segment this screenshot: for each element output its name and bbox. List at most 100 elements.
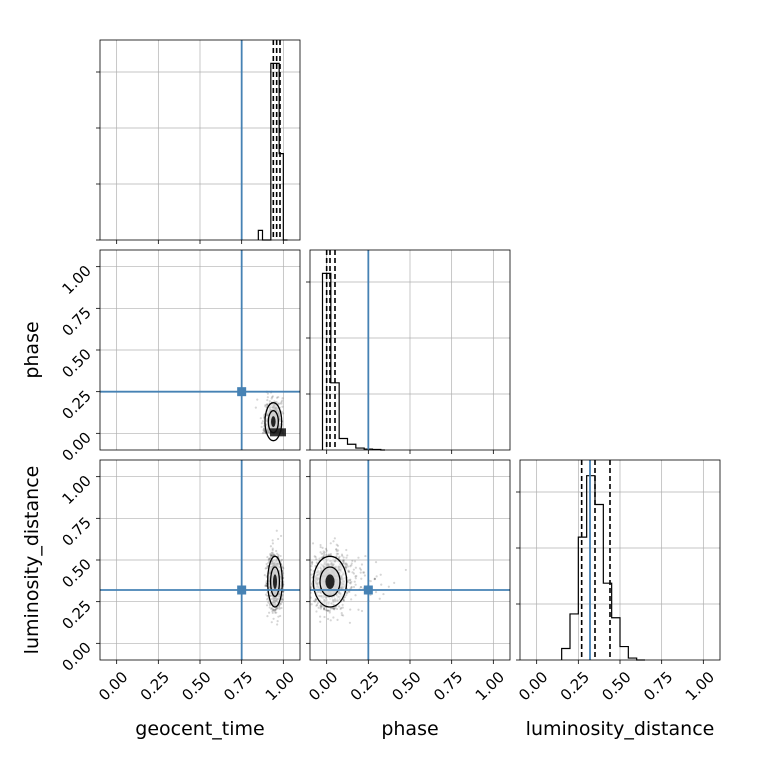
scatter-point (393, 581, 396, 584)
scatter-point (278, 606, 281, 609)
scatter-point (264, 567, 267, 570)
scatter-point (319, 620, 322, 623)
scatter-point (280, 597, 284, 600)
scatter-point (323, 607, 326, 611)
scatter-point (271, 395, 274, 398)
scatter-point (266, 392, 270, 395)
scatter-point (262, 431, 265, 434)
scatter-point (358, 567, 362, 570)
scatter-point (338, 605, 341, 608)
scatter-point (324, 609, 327, 612)
scatter-content-phase_luminosity_distance (304, 460, 510, 660)
scatter-point (344, 565, 347, 568)
scatter-point (335, 548, 338, 551)
ylabel-luminosity_distance: luminosity_distance (21, 466, 43, 655)
scatter-point (319, 607, 322, 610)
scatter-point (282, 567, 285, 570)
scatter-point (342, 599, 346, 602)
scatter-point (369, 580, 372, 583)
scatter-point (281, 397, 284, 400)
scatter-point (335, 550, 338, 553)
scatter-point (353, 560, 357, 563)
scatter-point (265, 566, 268, 570)
scatter-panel-geocent_time_phase (100, 250, 300, 450)
scatter-point (357, 556, 360, 559)
xlabel-phase: phase (381, 718, 438, 740)
scatter-point (266, 396, 269, 399)
scatter-point (310, 585, 312, 588)
scatter-point (337, 556, 340, 559)
scatter-point (327, 609, 330, 612)
scatter-point (344, 566, 348, 569)
contour-core (271, 416, 276, 428)
scatter-point (271, 396, 274, 399)
scatter-point (337, 549, 340, 552)
scatter-point (256, 398, 259, 401)
scatter-point (266, 564, 269, 568)
hist-panel-luminosity_distance (516, 460, 720, 661)
scatter-point (355, 574, 358, 578)
scatter-point (349, 582, 352, 585)
scatter-point (350, 585, 353, 589)
scatter-point (350, 586, 353, 589)
scatter-point (281, 590, 285, 593)
ylabel-phase: phase (21, 321, 43, 378)
scatter-point (273, 609, 276, 612)
scatter-point (346, 592, 349, 595)
scatter-point (308, 587, 310, 589)
scatter-point (360, 563, 364, 566)
scatter-point (373, 577, 376, 580)
scatter-point (276, 623, 279, 626)
scatter-point (304, 571, 306, 573)
scatter-point (328, 609, 331, 612)
scatter-point (271, 551, 274, 554)
scatter-point (350, 598, 353, 601)
scatter-point (280, 558, 284, 561)
xlabel-geocent_time: geocent_time (135, 718, 264, 740)
scatter-point (346, 579, 350, 582)
scatter-point (341, 606, 344, 609)
xtick-label: 0.75 (430, 668, 466, 704)
scatter-point (273, 608, 277, 611)
scatter-point (268, 606, 271, 609)
scatter-point (262, 429, 265, 432)
scatter-point (322, 608, 326, 611)
scatter-point (276, 402, 280, 405)
scatter-point (310, 582, 314, 585)
scatter-point (261, 432, 264, 435)
scatter-point (269, 552, 272, 556)
scatter-point (328, 553, 331, 556)
scatter-point (346, 554, 349, 557)
scatter-point (335, 552, 338, 556)
scatter-point (279, 603, 282, 606)
scatter-point (315, 558, 318, 561)
scatter-point (270, 551, 273, 555)
scatter-point (348, 590, 351, 593)
xtick-label: 0.25 (137, 668, 173, 704)
scatter-point (317, 606, 320, 609)
scatter-point (341, 554, 344, 557)
scatter-point (267, 557, 271, 561)
scatter-point (324, 547, 328, 550)
scatter-point (259, 417, 262, 420)
ytick-label: 0.25 (58, 597, 94, 633)
scatter-point (323, 551, 326, 554)
scatter-point (340, 606, 343, 610)
scatter-point (345, 564, 348, 567)
scatter-point (332, 540, 335, 543)
scatter-point (268, 602, 271, 605)
scatter-point (340, 611, 343, 615)
scatter-point (335, 548, 338, 551)
scatter-point (276, 552, 279, 555)
scatter-point (404, 568, 407, 572)
scatter-point (382, 592, 385, 596)
scatter-point (272, 609, 275, 612)
scatter-point (314, 598, 318, 602)
scatter-point (360, 577, 363, 580)
scatter-point (340, 553, 344, 556)
scatter-point (387, 585, 390, 588)
hist-step-phase (321, 272, 385, 451)
panels-layer (96, 39, 721, 661)
scatter-point (346, 565, 350, 568)
ytick-label: 0.25 (58, 387, 94, 423)
